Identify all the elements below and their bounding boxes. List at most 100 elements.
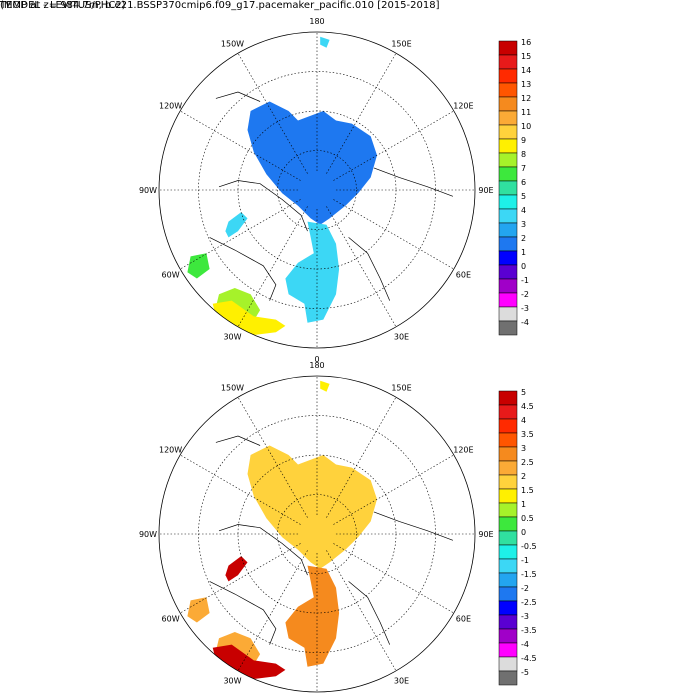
colorbar-label: -2: [521, 290, 529, 299]
map-difference-field: [159, 376, 475, 692]
colorbar-swatch: [498, 152, 518, 168]
meridian-line: [326, 53, 397, 174]
colorbar-label: 10: [521, 122, 531, 131]
colorbar-swatch: [498, 558, 518, 574]
lon-label-90w: 90W: [139, 530, 157, 539]
region-arctic-basin: [247, 445, 377, 569]
colorbar-label: 0: [521, 528, 526, 537]
colorbar-swatch: [498, 82, 518, 98]
map-boundary: [158, 375, 476, 693]
colorbar-swatch: [498, 40, 518, 56]
figure-title: TEMP at z= 984.7m, b.e21.BSSP370cmip6.f0…: [0, 0, 440, 11]
colorbar-swatch: [498, 446, 518, 462]
coastline: [215, 91, 261, 102]
coastline: [373, 511, 454, 541]
meridian-line: [333, 199, 454, 270]
lon-label-30e: 30E: [394, 676, 409, 685]
meridian-line: [180, 543, 301, 614]
colorbar-label: 16: [521, 38, 531, 47]
colorbar-label: -0.5: [521, 542, 537, 551]
colorbar-label: 3: [521, 220, 526, 229]
region-atlantic-warm: [212, 644, 286, 680]
colorbar-label: -5: [521, 668, 529, 677]
lon-label-120e: 120E: [453, 446, 473, 455]
colorbar-swatch: [498, 656, 518, 672]
meridian-line: [180, 110, 301, 181]
region-labrador: [187, 597, 210, 623]
latitude-circle: [198, 71, 436, 309]
colorbar-swatch: [498, 250, 518, 266]
colorbar-swatch: [498, 278, 518, 294]
region-labrador: [187, 253, 210, 279]
colorbar-label: -3: [521, 304, 529, 313]
latitude-circle: [277, 494, 357, 574]
colorbar-label: 2: [521, 234, 526, 243]
colorbar-label: 11: [521, 108, 531, 117]
colorbar-label: -1.5: [521, 570, 537, 579]
colorbar-swatch: [498, 586, 518, 602]
colorbar-label: 14: [521, 66, 531, 75]
meridian-line: [326, 550, 397, 671]
colorbar-swatch: [498, 642, 518, 658]
lon-label-150w: 150W: [221, 40, 244, 49]
lon-label-150w: 150W: [221, 384, 244, 393]
colorbar-swatch: [498, 572, 518, 588]
colorbar-swatch: [498, 124, 518, 140]
colorbar-swatch: [498, 180, 518, 196]
meridian-line: [333, 454, 454, 525]
meridian-line: [333, 543, 454, 614]
colorbar-swatch: [498, 138, 518, 154]
colorbar-label: -3: [521, 612, 529, 621]
colorbar-swatch: [498, 474, 518, 490]
colorbar-swatch: [498, 306, 518, 322]
colorbar-label: 2.5: [521, 458, 534, 467]
coastline: [209, 581, 277, 645]
colorbar-label: 4: [521, 206, 526, 215]
meridian-line: [237, 550, 308, 671]
coastline: [348, 581, 391, 645]
coastline: [218, 180, 308, 232]
region-pacific-tip: [320, 380, 330, 392]
colorbar-label: -4: [521, 318, 529, 327]
meridian-line: [237, 397, 308, 518]
lon-label-120e: 120E: [453, 102, 473, 111]
colorbar-label: 13: [521, 80, 531, 89]
colorbar-label: 7: [521, 164, 526, 173]
lon-label-150e: 150E: [391, 40, 411, 49]
lon-label-150e: 150E: [391, 384, 411, 393]
coastline: [373, 167, 454, 197]
colorbar-swatch: [498, 54, 518, 70]
colorbar-label: 8: [521, 150, 526, 159]
lon-label-90w: 90W: [139, 186, 157, 195]
lon-label-120w: 120W: [159, 446, 182, 455]
colorbar-swatch: [498, 488, 518, 504]
colorbar-label: 4: [521, 416, 526, 425]
coastline: [209, 237, 277, 301]
map-difference: 180 150E 120E 90E 60E 30E 0 30W 60W 90W 120W 150W 5 4…: [139, 361, 537, 700]
latitude-circle: [277, 150, 357, 230]
region-baffin: [225, 212, 248, 238]
colorbar-swatch: [498, 68, 518, 84]
colorbar-swatch: [498, 166, 518, 182]
colorbar-label: 12: [521, 94, 531, 103]
colorbar-label: 5: [521, 388, 526, 397]
colorbar-difference: 5 4.5 4 3.5 3 2.5 2 1.5 1 0.5 0 -0.5 -1 -1.5 -2 -2.5 -3 -…: [498, 388, 537, 686]
colorbar-label: 4.5: [521, 402, 534, 411]
colorbar-label: 0.5: [521, 514, 534, 523]
region-arctic-basin: [247, 101, 377, 225]
colorbar-swatch: [498, 236, 518, 252]
colorbar-swatch: [498, 628, 518, 644]
meridian-line: [326, 397, 397, 518]
colorbar-label: -4: [521, 640, 529, 649]
map-model-field: [159, 32, 475, 348]
colorbar-swatch: [498, 194, 518, 210]
colorbar-label: 15: [521, 52, 531, 61]
region-atlantic-warm: [212, 300, 286, 336]
colorbar-label: 0: [521, 262, 526, 271]
colorbar-swatch: [498, 670, 518, 686]
region-baffin: [225, 556, 248, 582]
colorbar-swatch: [498, 264, 518, 280]
colorbar-swatch: [498, 292, 518, 308]
lon-label-180: 180: [309, 17, 324, 26]
colorbar-swatch: [498, 530, 518, 546]
